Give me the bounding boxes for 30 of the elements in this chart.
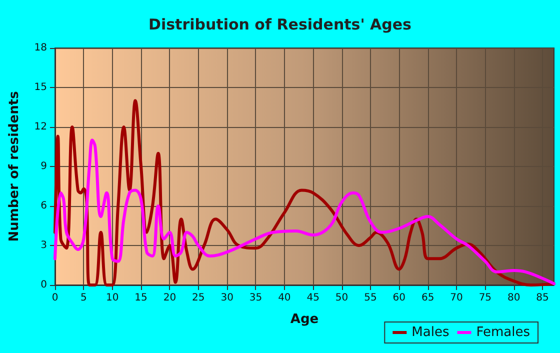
x-tick-label: 0 — [52, 292, 58, 304]
y-tick-label: 9 — [40, 161, 47, 172]
x-tick-label: 30 — [220, 292, 234, 304]
legend-label: Females — [476, 325, 530, 340]
y-tick-label: 3 — [40, 240, 47, 251]
x-tick-label: 80 — [507, 292, 520, 304]
x-tick-label: 60 — [392, 292, 406, 304]
x-tick-label: 55 — [364, 292, 377, 304]
x-tick-label: 50 — [335, 292, 348, 304]
y-tick-label: 15 — [34, 82, 47, 93]
x-tick-label: 5 — [80, 292, 87, 304]
x-tick-label: 35 — [249, 292, 262, 304]
x-tick-label: 25 — [192, 292, 205, 304]
y-tick-label: 18 — [34, 42, 47, 54]
x-tick-label: 70 — [450, 292, 463, 304]
x-axis-title: Age — [290, 312, 319, 327]
y-axis-title: Number of residents — [7, 90, 22, 242]
x-tick-label: 20 — [163, 292, 176, 304]
x-tick-label: 85 — [536, 292, 549, 304]
chart-title: Distribution of Residents' Ages — [148, 16, 412, 34]
x-tick-label: 10 — [106, 292, 119, 304]
x-tick-label: 15 — [134, 292, 148, 304]
y-tick-label: 12 — [34, 122, 47, 132]
y-tick-label: 6 — [40, 200, 47, 212]
x-tick-label: 40 — [278, 292, 291, 304]
x-tick-label: 65 — [421, 292, 434, 304]
x-tick-label: 45 — [306, 292, 320, 304]
x-tick-label: 75 — [478, 292, 492, 304]
legend-label: Males — [412, 325, 450, 340]
y-tick-label: 0 — [40, 280, 47, 290]
